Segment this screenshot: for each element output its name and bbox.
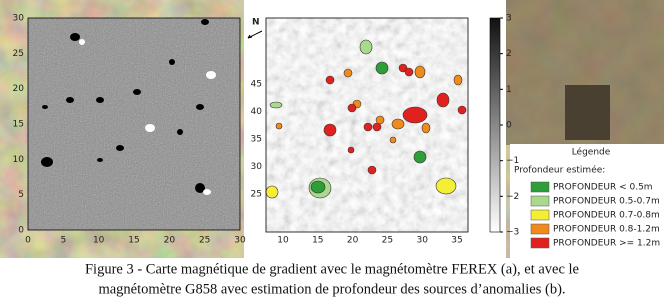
anomaly (415, 66, 425, 78)
anomaly (203, 189, 211, 195)
x-tick-label: 30 (416, 236, 428, 246)
legend-label: PROFONDEUR 0.8-1.2m (553, 225, 660, 235)
anomaly (414, 151, 426, 163)
anomaly (373, 123, 381, 131)
anomaly (266, 186, 278, 198)
colorbar (490, 18, 500, 232)
y-tick-label: 0 (18, 226, 24, 236)
y-tick-label: 40 (251, 107, 263, 117)
figure: N Légende Profondeur estimée: Figure 3 -… (0, 0, 664, 302)
colorbar-tick-label: −1 (506, 156, 519, 166)
anomaly (324, 124, 336, 136)
anomaly (270, 102, 282, 108)
anomaly (348, 147, 354, 153)
x-tick-label: 25 (382, 236, 393, 246)
x-tick-label: 0 (25, 236, 31, 246)
legend-swatch (531, 224, 549, 234)
anomaly (437, 93, 449, 107)
x-tick-label: 30 (234, 236, 246, 246)
y-tick-label: 30 (251, 162, 263, 172)
caption-line: magnétomètre G858 avec estimation de pro… (98, 281, 565, 297)
colorbar-tick-label: 0 (506, 121, 512, 131)
anomaly (201, 19, 209, 25)
y-tick-label: 25 (13, 49, 24, 59)
x-tick-label: 10 (93, 236, 105, 246)
anomaly (42, 105, 48, 109)
anomaly (376, 62, 388, 74)
anomaly (97, 158, 103, 162)
anomaly (390, 137, 396, 143)
anomaly (177, 129, 183, 135)
x-tick-label: 5 (60, 236, 66, 246)
anomaly (454, 75, 462, 85)
x-tick-label: 20 (347, 236, 359, 246)
legend-swatch (531, 238, 549, 248)
anomaly (348, 104, 356, 112)
y-tick-label: 25 (251, 190, 262, 200)
x-tick-label: 15 (312, 236, 323, 246)
legend-swatch (531, 182, 549, 192)
legend-label: PROFONDEUR 0.5-0.7m (553, 197, 660, 207)
y-tick-label: 20 (13, 84, 25, 94)
y-tick-label: 35 (251, 135, 262, 145)
anomaly (392, 119, 404, 129)
anomaly (276, 123, 282, 129)
anomaly (169, 59, 175, 65)
y-tick-label: 30 (13, 14, 25, 24)
anomaly (41, 157, 53, 167)
anomaly (70, 33, 80, 41)
anomaly (360, 40, 372, 54)
anomaly (116, 145, 124, 151)
north-label: N (252, 18, 260, 28)
colorbar-tick-label: −2 (506, 192, 519, 202)
photo-window (565, 85, 610, 140)
anomaly (405, 68, 413, 76)
x-tick-label: 20 (164, 236, 176, 246)
map-a-noise (28, 18, 240, 230)
colorbar-tick-label: 1 (506, 85, 512, 95)
anomaly (364, 123, 372, 131)
anomaly (66, 97, 74, 103)
anomaly (422, 123, 430, 133)
colorbar-tick-label: 3 (506, 14, 512, 24)
y-tick-label: 5 (18, 190, 24, 200)
x-tick-label: 25 (199, 236, 210, 246)
legend-label: PROFONDEUR 0.7-0.8m (553, 211, 660, 221)
anomaly (79, 39, 85, 45)
legend-label: PROFONDEUR >= 1.2m (553, 239, 660, 249)
legend-swatch (531, 196, 549, 206)
x-tick-label: 35 (451, 236, 462, 246)
anomaly (403, 107, 427, 123)
colorbar-tick-label: −3 (506, 228, 519, 238)
page: N Légende Profondeur estimée: Figure 3 -… (0, 0, 664, 302)
x-tick-label: 15 (128, 236, 139, 246)
anomaly (344, 69, 352, 77)
y-tick-label: 45 (251, 80, 262, 90)
anomaly (326, 76, 334, 84)
legend-title: Légende (572, 147, 611, 158)
x-tick-label: 10 (277, 236, 289, 246)
y-tick-label: 10 (13, 155, 25, 165)
anomaly (311, 181, 325, 193)
anomaly (96, 97, 104, 103)
anomaly (133, 89, 141, 95)
caption-line: Figure 3 - Carte magnétique de gradient … (85, 261, 579, 277)
anomaly (196, 104, 204, 110)
legend-subtitle: Profondeur estimée: (514, 165, 605, 176)
anomaly (206, 71, 216, 79)
anomaly (458, 106, 466, 114)
anomaly (145, 124, 155, 132)
legend-label: PROFONDEUR < 0.5m (553, 183, 653, 193)
anomaly (368, 166, 376, 174)
legend-swatch (531, 210, 549, 220)
colorbar-tick-label: 2 (506, 49, 512, 59)
y-tick-label: 15 (13, 120, 24, 130)
anomaly (436, 178, 456, 194)
